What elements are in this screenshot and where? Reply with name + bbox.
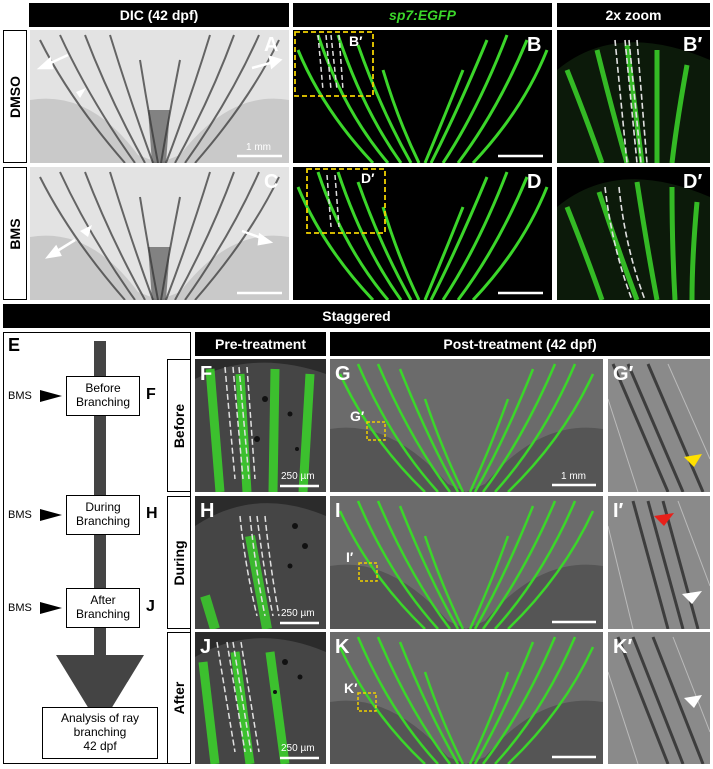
panel-letter-k: K xyxy=(335,636,350,658)
flow-box-after-branching: After Branching xyxy=(66,588,140,628)
panel-g-prime-zoom: G′ xyxy=(608,359,710,492)
header-dic: DIC (42 dpf) xyxy=(29,3,289,27)
panel-h-pre-during: H 250 µm xyxy=(195,496,326,629)
panel-d-egfp-bms: D D′ xyxy=(293,167,552,300)
flow-box-analysis: Analysis of ray branching 42 dpf xyxy=(42,707,158,759)
inset-label-b-prime: B′ xyxy=(349,33,363,49)
panel-letter-e: E xyxy=(8,335,21,355)
inset-label-g-prime: G′ xyxy=(350,408,365,424)
row-label-during: During xyxy=(167,496,191,629)
scale-bar-label-f: 250 µm xyxy=(281,471,315,482)
panel-letter-i: I xyxy=(335,500,341,522)
panel-c-dic-bms: C xyxy=(30,167,289,300)
flow-label-h: H xyxy=(146,505,158,522)
panel-a-dic-dmso: A 1 mm xyxy=(30,30,289,163)
panel-letter-f: F xyxy=(200,363,213,385)
panel-e-flow-diagram: E BMS BMS BMS Before Branching During Br… xyxy=(3,332,191,764)
bms-label-before: BMS xyxy=(8,390,32,402)
panel-j-pre-after: J 250 µm xyxy=(195,632,326,764)
scale-bar-label-h: 250 µm xyxy=(281,608,315,619)
panel-b-egfp-dmso: B B′ xyxy=(293,30,552,163)
flow-box-before-branching: Before Branching xyxy=(66,376,140,416)
panel-i-post-during: I I′ xyxy=(330,496,603,629)
scale-bar-label-j: 250 µm xyxy=(281,743,315,754)
panel-k-prime-zoom: K′ xyxy=(608,632,710,764)
row-label-dmso: DMSO xyxy=(3,30,27,163)
flow-label-j: J xyxy=(146,598,155,615)
bms-label-during: BMS xyxy=(8,509,32,521)
inset-label-k-prime: K′ xyxy=(344,680,358,696)
panel-letter-b: B xyxy=(527,34,542,56)
flow-label-f: F xyxy=(146,386,156,403)
panel-letter-a: A xyxy=(264,34,279,56)
header-pre-treatment: Pre-treatment xyxy=(195,332,326,356)
inset-label-d-prime: D′ xyxy=(361,170,375,186)
row-label-after: After xyxy=(167,632,191,764)
flow-box-during-branching: During Branching xyxy=(66,495,140,535)
row-label-before: Before xyxy=(167,359,191,492)
header-post-treatment: Post-treatment (42 dpf) xyxy=(330,332,710,356)
panel-letter-d: D xyxy=(527,171,542,193)
row-label-bms: BMS xyxy=(3,167,27,300)
header-staggered: Staggered xyxy=(3,304,710,328)
panel-letter-g: G xyxy=(335,363,351,385)
panel-letter-d-prime: D′ xyxy=(683,171,703,193)
panel-letter-b-prime: B′ xyxy=(683,34,703,56)
panel-f-pre-before: F 250 µm xyxy=(195,359,326,492)
inset-label-i-prime: I′ xyxy=(346,549,354,565)
scale-bar-label-g: 1 mm xyxy=(561,471,586,482)
panel-letter-j: J xyxy=(200,636,212,658)
bms-label-after: BMS xyxy=(8,602,32,614)
panel-letter-i-prime: I′ xyxy=(613,500,624,522)
panel-g-post-before: G G′ 1 mm xyxy=(330,359,603,492)
header-2x-zoom: 2x zoom xyxy=(557,3,710,27)
scale-bar-label-a: 1 mm xyxy=(246,142,271,153)
panel-i-prime-zoom: I′ xyxy=(608,496,710,629)
panel-letter-k-prime: K′ xyxy=(613,636,633,658)
panel-b-prime-zoom: B′ xyxy=(557,30,710,163)
panel-k-post-after: K K′ xyxy=(330,632,603,764)
header-sp7-egfp: sp7:EGFP xyxy=(293,3,552,27)
panel-letter-g-prime: G′ xyxy=(613,363,634,385)
panel-d-prime-zoom: D′ xyxy=(557,167,710,300)
panel-letter-h: H xyxy=(200,500,215,522)
panel-letter-c: C xyxy=(264,171,279,193)
